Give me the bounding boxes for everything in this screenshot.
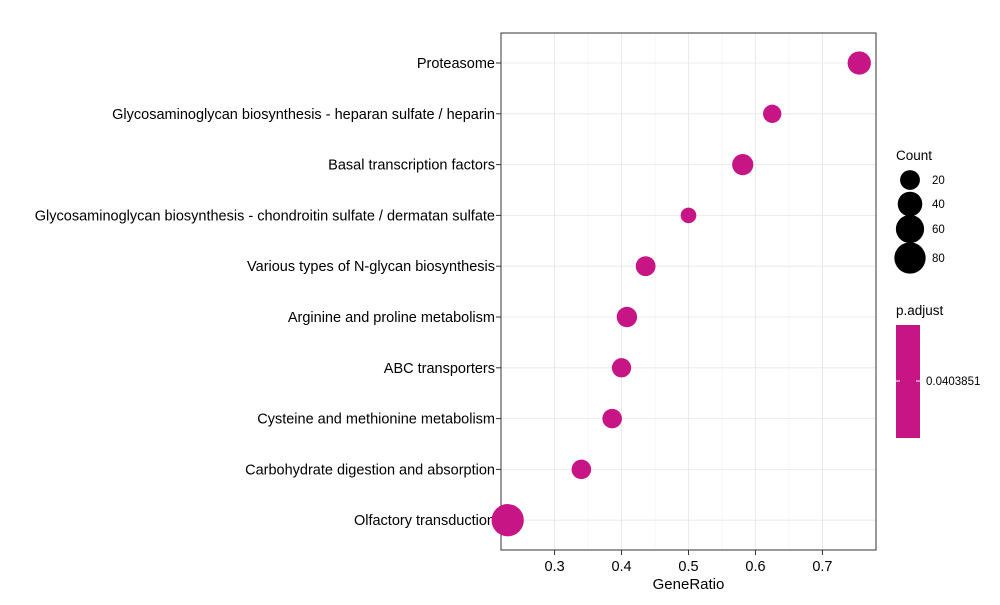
size-legend-title: Count xyxy=(896,148,932,163)
data-point xyxy=(571,459,592,480)
data-point xyxy=(602,408,622,429)
y-tick-label: Basal transcription factors xyxy=(328,158,495,174)
color-legend-label: 0.0403851 xyxy=(926,376,980,388)
data-point xyxy=(635,256,656,277)
size-legend-key xyxy=(895,214,925,244)
data-point xyxy=(616,306,638,328)
y-tick-label: Glycosaminoglycan biosynthesis - chondro… xyxy=(35,208,495,224)
data-point xyxy=(491,504,524,537)
x-axis-title: GeneRatio xyxy=(653,576,725,593)
y-tick-label: Olfactory transduction xyxy=(354,513,495,529)
data-point xyxy=(847,51,871,75)
data-point xyxy=(680,207,697,224)
color-legend-title: p.adjust xyxy=(896,303,944,318)
size-legend-label: 80 xyxy=(932,253,945,265)
y-tick-label: Arginine and proline metabolism xyxy=(288,310,495,326)
x-tick-label: 0.7 xyxy=(812,559,832,575)
x-tick-label: 0.4 xyxy=(611,559,631,575)
y-tick-label: Glycosaminoglycan biosynthesis - heparan… xyxy=(112,107,495,123)
x-tick-label: 0.5 xyxy=(678,559,698,575)
y-tick-label: Cysteine and methionine metabolism xyxy=(257,412,495,428)
y-tick-label: ABC transporters xyxy=(384,361,495,377)
y-tick-label: Proteasome xyxy=(417,56,495,72)
size-legend-key xyxy=(897,191,923,217)
size-legend-label: 40 xyxy=(932,199,945,211)
x-tick-label: 0.6 xyxy=(745,559,765,575)
data-point xyxy=(732,154,754,176)
size-legend-key xyxy=(894,242,926,274)
y-tick-label: Various types of N-glycan biosynthesis xyxy=(247,259,495,275)
x-tick-label: 0.3 xyxy=(544,559,564,575)
size-legend-key xyxy=(900,170,920,190)
data-point xyxy=(763,104,782,123)
size-legend-label: 20 xyxy=(932,175,945,187)
data-point xyxy=(611,358,632,378)
y-tick-label: Carbohydrate digestion and absorption xyxy=(245,462,495,478)
size-legend-label: 60 xyxy=(932,224,945,236)
